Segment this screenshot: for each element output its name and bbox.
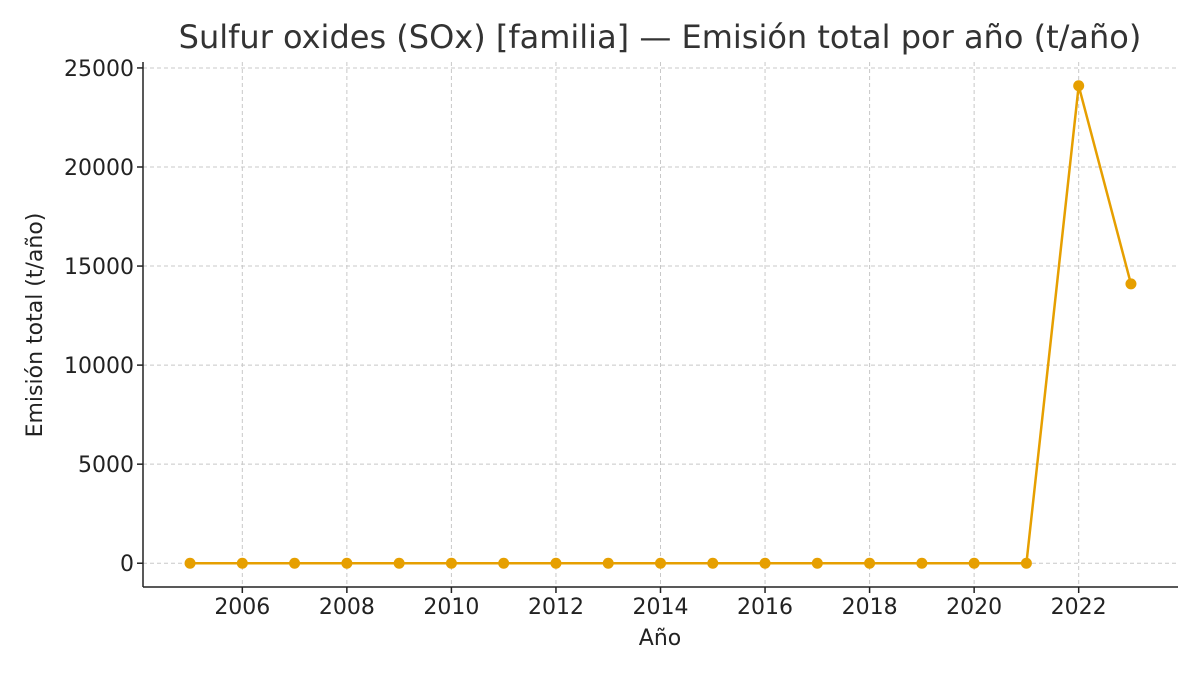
data-point [1020,557,1032,569]
x-tick-label: 2014 [633,595,689,620]
x-axis-label: Año [639,626,681,651]
data-point [289,557,301,569]
data-point [236,557,248,569]
data-point [498,557,510,569]
data-point [759,557,771,569]
data-point [550,557,562,569]
data-point [1073,80,1085,92]
x-tick-label: 2012 [528,595,584,620]
y-tick-label: 0 [120,552,134,577]
y-tick-label: 15000 [64,255,134,280]
x-tick-label: 2008 [319,595,375,620]
data-point [445,557,457,569]
x-tick-label: 2022 [1051,595,1107,620]
y-tick-label: 25000 [64,57,134,82]
data-point [393,557,405,569]
chart-title: Sulfur oxides (SOx) [familia] — Emisión … [179,18,1142,56]
x-tick-label: 2020 [946,595,1002,620]
data-point [1125,278,1137,290]
y-tick-label: 20000 [64,156,134,181]
data-point [655,557,666,569]
data-point [341,557,353,569]
series-layer [184,80,1137,569]
x-tick-label: 2006 [214,595,270,620]
data-point [602,557,614,569]
y-tick-label: 5000 [78,453,134,478]
x-axis: 2006 2008 2010 2012 2014 2016 2018 2020 2022 [214,587,1107,620]
data-point [968,557,980,569]
y-axis: 0 5000 10000 15000 20000 25000 [64,57,143,577]
data-point [184,557,196,569]
y-axis-label: Emisión total (t/año) [23,213,48,438]
x-tick-label: 2018 [842,595,898,620]
data-point [707,557,719,569]
x-tick-label: 2016 [737,595,793,620]
data-point [811,557,823,569]
data-point [864,557,876,569]
data-point [916,557,928,569]
y-tick-label: 10000 [64,354,134,379]
x-tick-label: 2010 [423,595,479,620]
